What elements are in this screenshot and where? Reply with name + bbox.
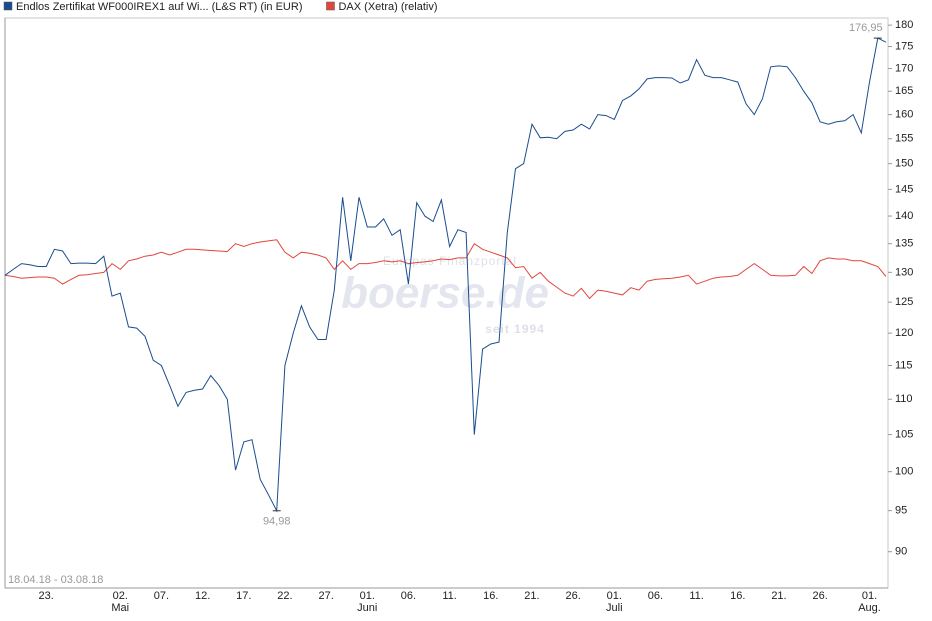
x-tick-label: 11. xyxy=(442,590,456,602)
y-tick-label: 165 xyxy=(895,85,913,97)
legend-swatch xyxy=(326,1,335,11)
y-tick-label: 90 xyxy=(895,546,907,558)
y-tick-label: 95 xyxy=(895,505,907,517)
y-tick-label: 140 xyxy=(895,210,913,222)
y-tick-label: 100 xyxy=(895,466,913,478)
watermark-subtitle: Europas Finanzportal xyxy=(383,254,517,268)
legend-label: Endlos Zertifikat WF000IREX1 auf Wi... (… xyxy=(16,1,302,13)
y-tick-label: 115 xyxy=(895,359,913,371)
month-label: Juli xyxy=(606,602,623,614)
legend-label: DAX (Xetra) (relativ) xyxy=(338,1,437,13)
legend-swatch xyxy=(3,1,13,11)
y-tick-label: 155 xyxy=(895,133,913,145)
x-tick-label: 12. xyxy=(195,590,210,602)
x-tick-label: 27. xyxy=(318,590,333,602)
x-tick-label: 17. xyxy=(236,590,251,602)
x-tick-label: 16. xyxy=(483,590,498,602)
x-tick-label: 01. xyxy=(360,590,375,602)
x-tick-label: 21. xyxy=(771,590,786,602)
y-tick-label: 130 xyxy=(895,266,913,278)
x-tick-label: 06. xyxy=(648,590,663,602)
x-tick-label: 01. xyxy=(862,590,877,602)
x-tick-label: 06. xyxy=(401,590,416,602)
y-tick-label: 160 xyxy=(895,109,913,121)
x-tick-label: 26. xyxy=(812,590,827,602)
y-tick-label: 150 xyxy=(895,158,913,170)
x-tick-label: 23. xyxy=(39,590,54,602)
y-tick-label: 110 xyxy=(895,393,913,405)
series-line xyxy=(4,239,887,300)
y-tick-label: 180 xyxy=(895,19,913,31)
watermark-since: seit 1994 xyxy=(485,322,545,336)
y-tick-label: 120 xyxy=(895,327,913,339)
value-label: 176,95 xyxy=(849,22,883,34)
y-tick-label: 175 xyxy=(895,40,913,52)
y-tick-label: 125 xyxy=(895,296,913,308)
x-tick-label: 16. xyxy=(730,590,745,602)
y-tick-label: 105 xyxy=(895,428,913,440)
x-tick-label: 21. xyxy=(524,590,539,602)
month-label: Aug. xyxy=(858,602,881,614)
watermark: Europas Finanzportal boerse.de seit 1994 xyxy=(341,254,549,336)
x-tick-label: 02. xyxy=(113,590,128,602)
date-range: 18.04.18 - 03.08.18 xyxy=(8,574,103,586)
y-tick-label: 135 xyxy=(895,238,913,250)
value-label: 94,98 xyxy=(263,516,291,528)
series-line xyxy=(4,37,887,513)
x-tick-label: 01. xyxy=(607,590,622,602)
x-tick-label: 26. xyxy=(565,590,580,602)
month-label: Mai xyxy=(111,602,129,614)
watermark-brand: boerse.de xyxy=(341,269,549,318)
x-tick-label: 07. xyxy=(154,590,169,602)
x-tick-label: 22. xyxy=(277,590,292,602)
y-tick-label: 170 xyxy=(895,62,913,74)
y-tick-label: 145 xyxy=(895,183,913,195)
month-label: Juni xyxy=(357,602,377,614)
x-tick-label: 11. xyxy=(689,590,703,602)
